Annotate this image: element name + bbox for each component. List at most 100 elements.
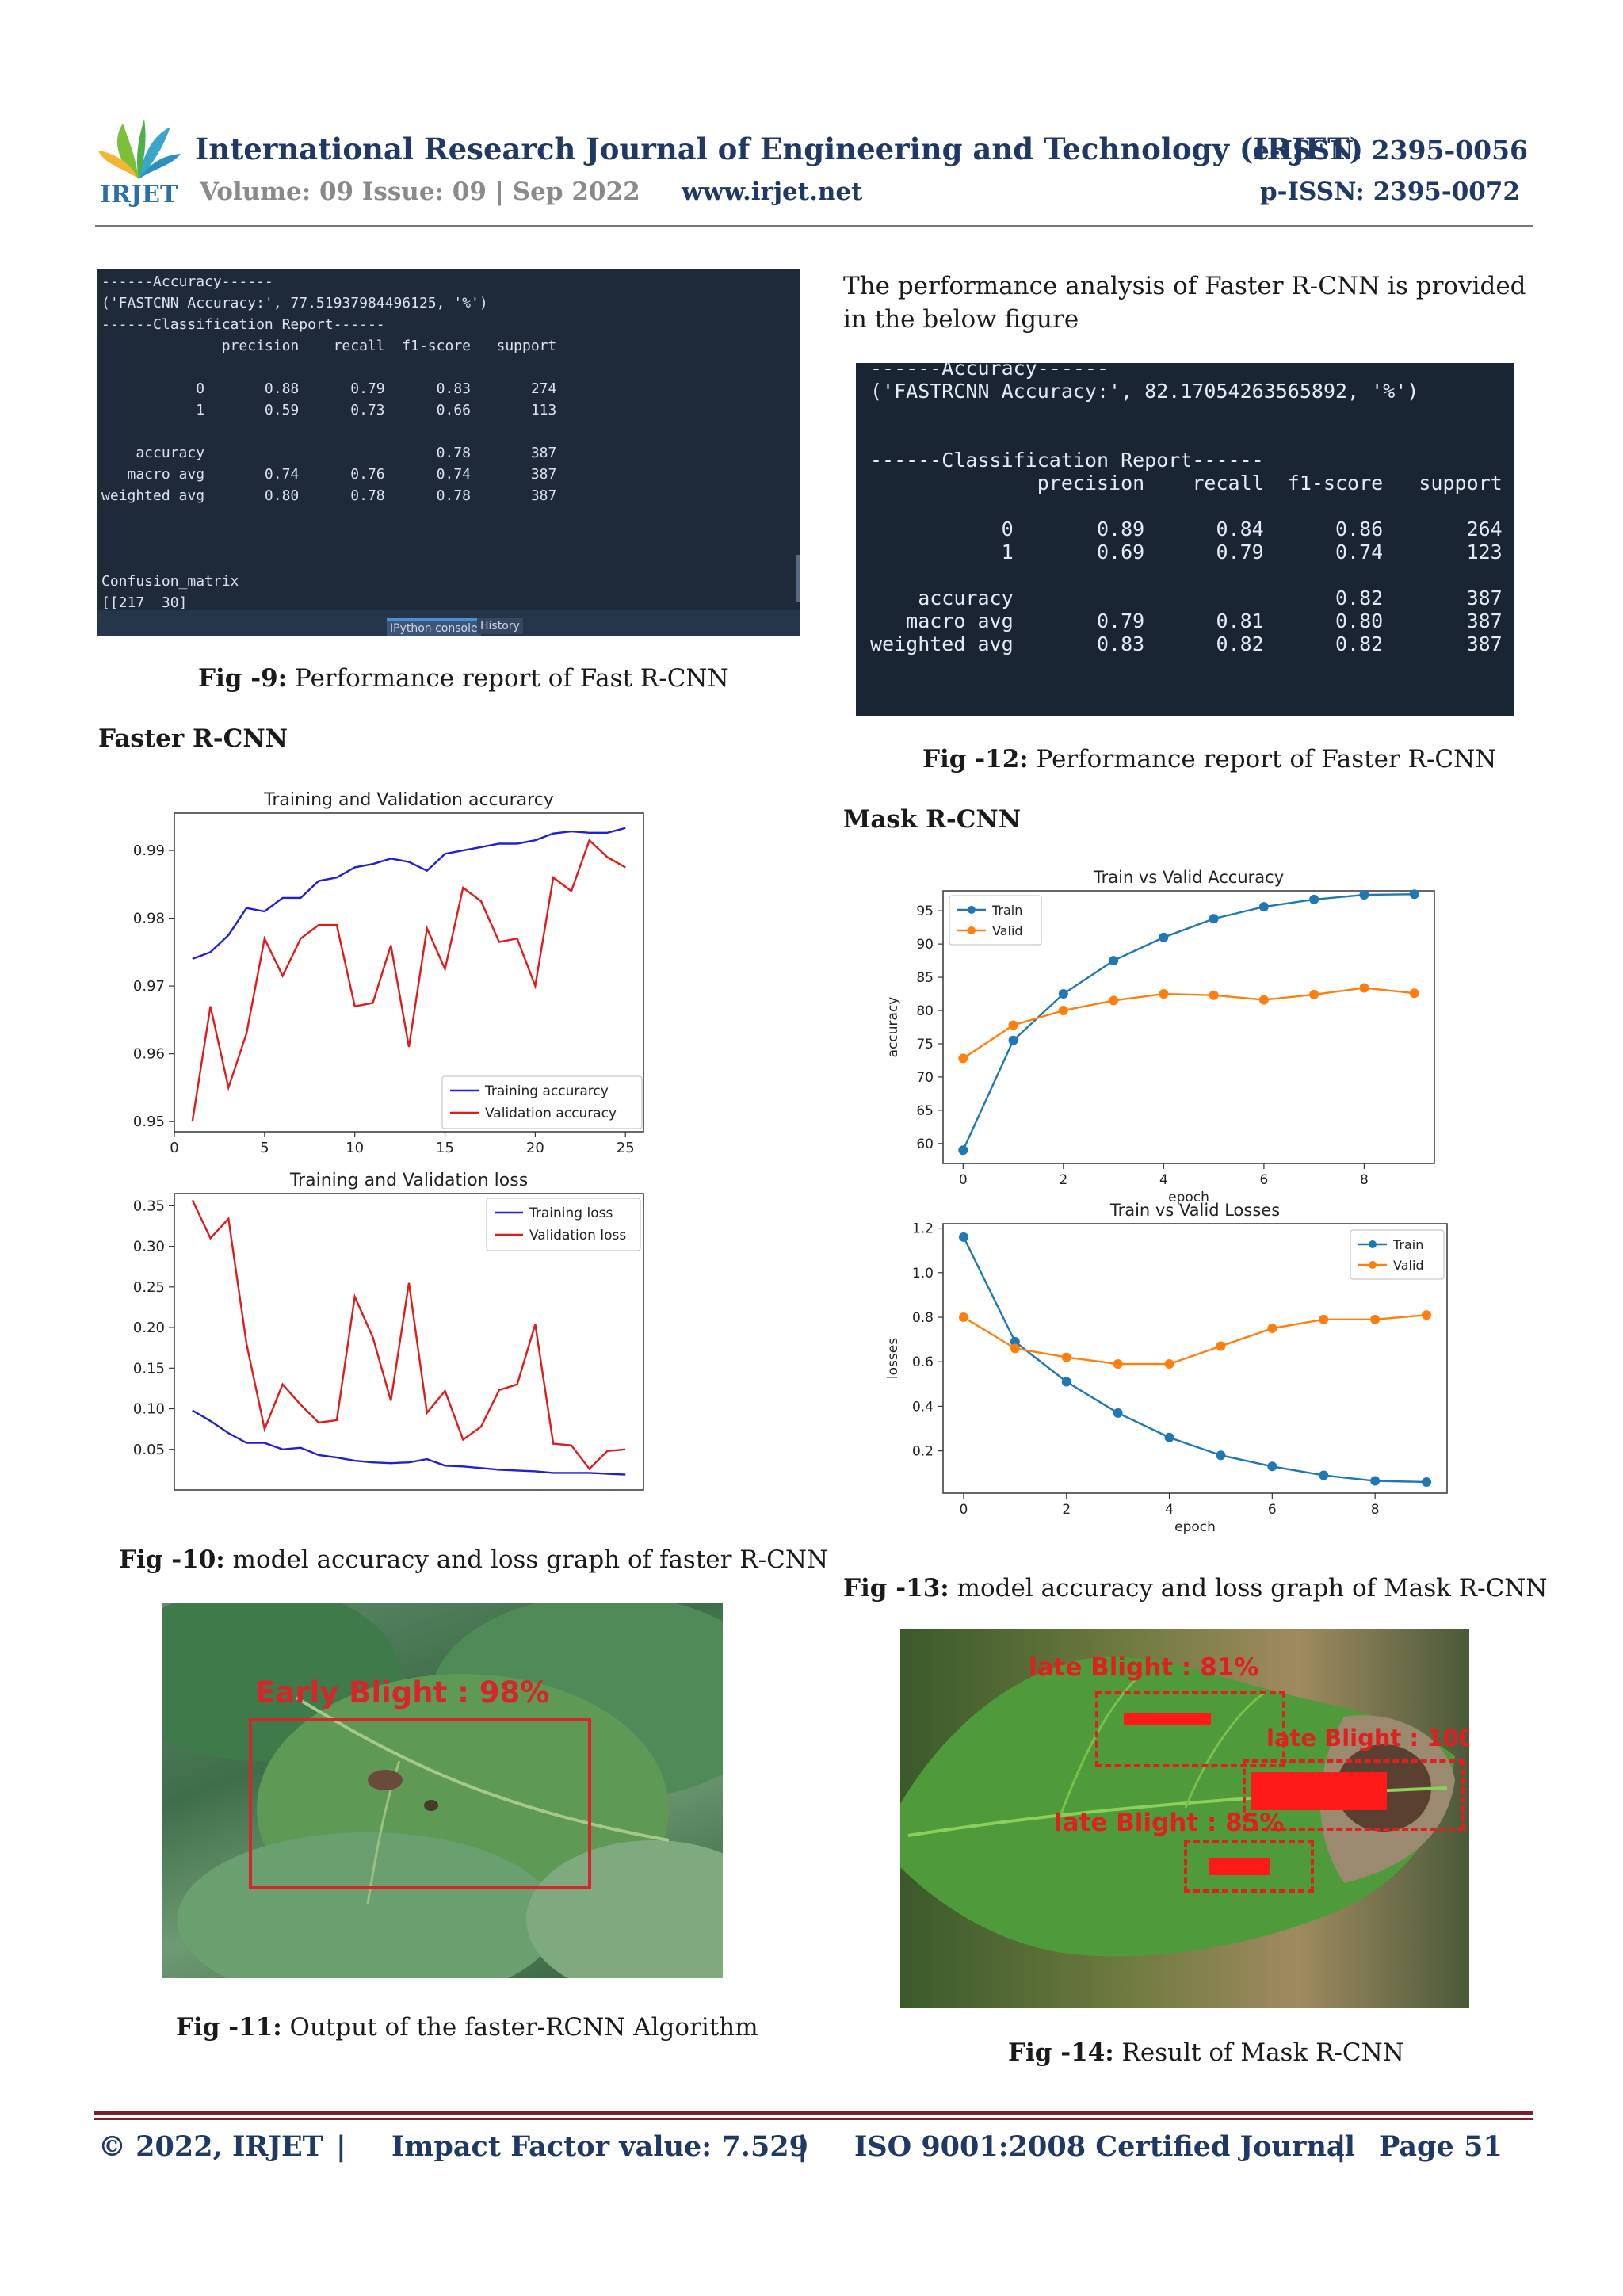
- y-tick-label: 60: [916, 1137, 934, 1152]
- y-tick-label: 0.25: [133, 1279, 165, 1296]
- console-line: 0 0.89 0.84 0.86 264: [870, 518, 1503, 541]
- x-tick-label: 2: [1062, 1502, 1071, 1518]
- data-point: [1409, 988, 1419, 999]
- irjet-logo: IRJET: [95, 117, 182, 208]
- legend-label: Validation loss: [529, 1228, 626, 1244]
- y-tick-label: 90: [916, 937, 934, 953]
- tab-ipython-console[interactable]: IPython console: [387, 618, 481, 636]
- fig11-caption: Fig -11: Output of the faster-RCNN Algor…: [176, 2013, 758, 2042]
- fig12-console: ------Accuracy------ ('FASTRCNN Accuracy:…: [856, 363, 1514, 716]
- console-line: ------Classification Report------: [101, 316, 385, 333]
- footer-impact-factor: Impact Factor value: 7.529: [391, 2130, 809, 2163]
- console-line: Confusion_matrix: [101, 573, 239, 590]
- section-faster-rcnn: Faster R-CNN: [98, 724, 288, 753]
- console-line: weighted avg 0.83 0.82 0.82 387: [870, 632, 1503, 655]
- console-line: 0 0.88 0.79 0.83 274: [101, 380, 557, 397]
- data-point: [1422, 1310, 1432, 1320]
- console-line: [101, 506, 556, 528]
- volume-issue: Volume: 09 Issue: 09 | Sep 2022: [200, 178, 640, 206]
- console-line: [101, 549, 556, 571]
- y-tick-label: 65: [916, 1103, 934, 1119]
- data-point: [1061, 1352, 1071, 1362]
- y-tick-label: 70: [916, 1070, 934, 1086]
- y-tick-label: 0.20: [133, 1320, 165, 1336]
- y-tick-label: 0.05: [133, 1442, 165, 1458]
- fig10-caption-text: model accuracy and loss graph of faster …: [224, 1545, 829, 1574]
- x-tick-label: 0: [170, 1140, 178, 1156]
- y-tick-label: 80: [916, 1003, 934, 1019]
- console-line: ('FASTRCNN Accuracy:', 82.17054263565892…: [870, 380, 1419, 403]
- fig11-leaf-image: Early Blight : 98%: [162, 1603, 723, 1978]
- chart-title: Train vs Valid Losses: [1109, 1201, 1280, 1220]
- x-tick-label: 0: [959, 1172, 968, 1188]
- x-tick-label: 4: [1165, 1502, 1174, 1518]
- series-line-1: [963, 1314, 1427, 1366]
- console-line: accuracy 0.82 387: [870, 586, 1503, 609]
- data-point: [1164, 1432, 1174, 1442]
- fig12-caption-label: Fig -12:: [922, 745, 1029, 774]
- fig14-label-2: late Blight : 100%: [1266, 1725, 1469, 1752]
- data-point: [1422, 1477, 1432, 1487]
- footer-page-number: Page 51: [1379, 2130, 1503, 2163]
- legend-box: [441, 1075, 643, 1129]
- console-line: ------Classification Report------: [870, 449, 1264, 472]
- fig13-caption-label: Fig -13:: [843, 1574, 949, 1603]
- x-tick-label: 10: [346, 1140, 364, 1156]
- console-line: ------Accuracy------: [870, 363, 1109, 380]
- data-point: [1109, 995, 1119, 1006]
- faster-rcnn-loss-chart: Training and Validation loss 0.05 0.10 0.15…: [133, 1171, 644, 1491]
- console-line: [101, 421, 556, 442]
- y-tick-label: 0.30: [133, 1239, 165, 1255]
- tab-history[interactable]: History: [477, 618, 523, 634]
- fig14-mask-3: [1209, 1858, 1270, 1875]
- y-tick-label: 0.6: [912, 1354, 934, 1370]
- data-point: [1113, 1359, 1123, 1370]
- fig14-leaf-image: late Blight : 81% late Blight : 100% lat…: [900, 1629, 1469, 2008]
- data-point: [958, 1145, 968, 1156]
- y-tick-label: 0.99: [133, 842, 165, 859]
- x-tick-label: 8: [1360, 1172, 1369, 1188]
- fig11-caption-text: Output of the faster-RCNN Algorithm: [281, 2013, 758, 2042]
- chart-title: Training and Validation loss: [289, 1171, 528, 1190]
- pissn: p-ISSN: 2395-0072: [1259, 178, 1520, 206]
- data-point: [1370, 1476, 1381, 1486]
- footer-separator-2: |: [797, 2130, 808, 2163]
- x-axis-label: epoch: [1174, 1519, 1216, 1535]
- console-line: [870, 426, 1503, 449]
- fig9-caption-text: Performance report of Fast R-CNN: [287, 664, 729, 693]
- data-point: [958, 1053, 968, 1064]
- console-line: [870, 563, 1503, 586]
- fig14-caption-label: Fig -14:: [1008, 2038, 1114, 2067]
- data-point: [1113, 1408, 1123, 1418]
- console-line: [870, 403, 1503, 426]
- series-line-0: [192, 827, 626, 961]
- y-tick-label: 0.4: [912, 1399, 934, 1415]
- legend-label: Validation accuracy: [485, 1106, 617, 1121]
- footer-rule-thick: [94, 2111, 1533, 2115]
- fig13-caption-text: model accuracy and loss graph of Mask R-…: [949, 1574, 1548, 1603]
- data-point: [1061, 1377, 1071, 1387]
- legend-marker: [968, 926, 976, 934]
- console-line: precision recall f1-score support: [870, 472, 1503, 495]
- console-line: ------Accuracy------: [101, 273, 273, 290]
- journal-website-link[interactable]: www.irjet.net: [682, 178, 863, 206]
- y-axis-label: losses: [885, 1338, 901, 1379]
- data-point: [1010, 1336, 1020, 1347]
- fig13-caption: Fig -13: model accuracy and loss graph o…: [843, 1574, 1548, 1603]
- series-line-0: [962, 1236, 1427, 1484]
- x-axis-label: epoch: [1168, 1190, 1209, 1205]
- console-line: macro avg 0.79 0.81 0.80 387: [870, 609, 1503, 632]
- data-point: [1216, 1341, 1226, 1351]
- data-point: [1370, 1314, 1381, 1324]
- x-tick-label: 6: [1268, 1502, 1277, 1518]
- fig10-chart-panel: Training and Validation accurarcy 0 5 10 15 2…: [98, 785, 796, 1511]
- fig14-label-1: late Blight : 81%: [1029, 1653, 1259, 1682]
- fig9-console-text: ------Accuracy------ ('FASTCNN Accuracy:'…: [101, 271, 556, 613]
- fig9-scrollbar[interactable]: [796, 555, 800, 602]
- legend-label: Valid: [992, 923, 1023, 938]
- data-point: [1159, 932, 1169, 942]
- chart-title: Training and Validation accurarcy: [263, 790, 554, 810]
- console-line: [[217 30]: [101, 594, 188, 611]
- console-line: [870, 495, 1503, 518]
- x-tick-label: 5: [260, 1140, 269, 1156]
